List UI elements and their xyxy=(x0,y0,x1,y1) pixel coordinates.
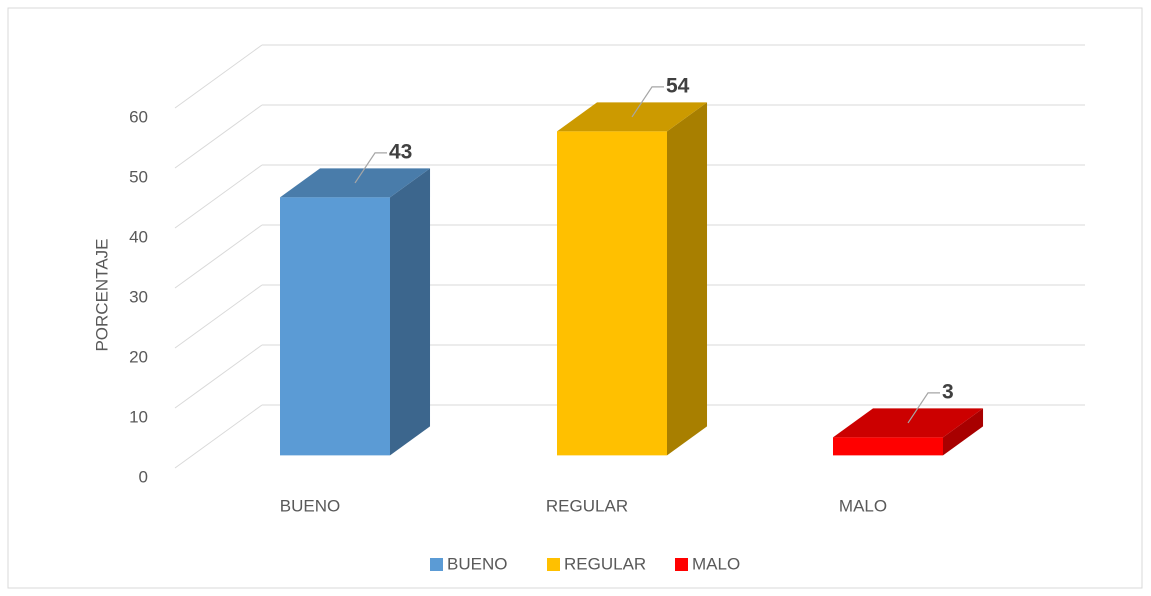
legend-label: MALO xyxy=(692,554,740,573)
side-grid-line xyxy=(174,164,263,229)
data-label: 54 xyxy=(666,74,690,97)
y-tick-label: 30 xyxy=(129,287,148,306)
y-axis-title: PORCENTAJE xyxy=(92,238,111,351)
bar-front xyxy=(833,437,943,456)
x-tick-label: MALO xyxy=(839,496,887,515)
y-tick-label: 20 xyxy=(129,347,148,366)
side-grid-line xyxy=(174,44,263,109)
bar-side xyxy=(943,408,984,456)
y-tick-label: 50 xyxy=(129,167,148,186)
legend-swatch xyxy=(675,558,688,571)
leader-line xyxy=(907,392,941,424)
legend-label: BUENO xyxy=(447,554,507,573)
side-grid-line xyxy=(174,344,263,409)
legend-label: REGULAR xyxy=(564,554,646,573)
y-tick-label: 10 xyxy=(129,407,148,426)
side-grid-line xyxy=(174,404,263,469)
y-tick-label: 0 xyxy=(139,467,148,486)
bar-front xyxy=(557,131,667,456)
legend-swatch xyxy=(547,558,560,571)
side-grid-line xyxy=(174,224,263,289)
side-grid-line xyxy=(174,284,263,349)
data-label: 3 xyxy=(942,380,954,403)
data-label: 43 xyxy=(389,140,412,163)
side-grid-line xyxy=(174,104,263,169)
legend-swatch xyxy=(430,558,443,571)
bar-front xyxy=(280,197,390,456)
x-tick-label: BUENO xyxy=(280,496,340,515)
bar xyxy=(557,102,708,456)
y-tick-label: 60 xyxy=(129,107,148,126)
bar-side xyxy=(390,168,431,456)
bar xyxy=(280,168,431,456)
y-tick-label: 40 xyxy=(129,227,148,246)
x-tick-label: REGULAR xyxy=(546,496,628,515)
leader-line xyxy=(631,86,665,118)
leader-line xyxy=(354,152,388,184)
bar-side xyxy=(667,102,708,456)
